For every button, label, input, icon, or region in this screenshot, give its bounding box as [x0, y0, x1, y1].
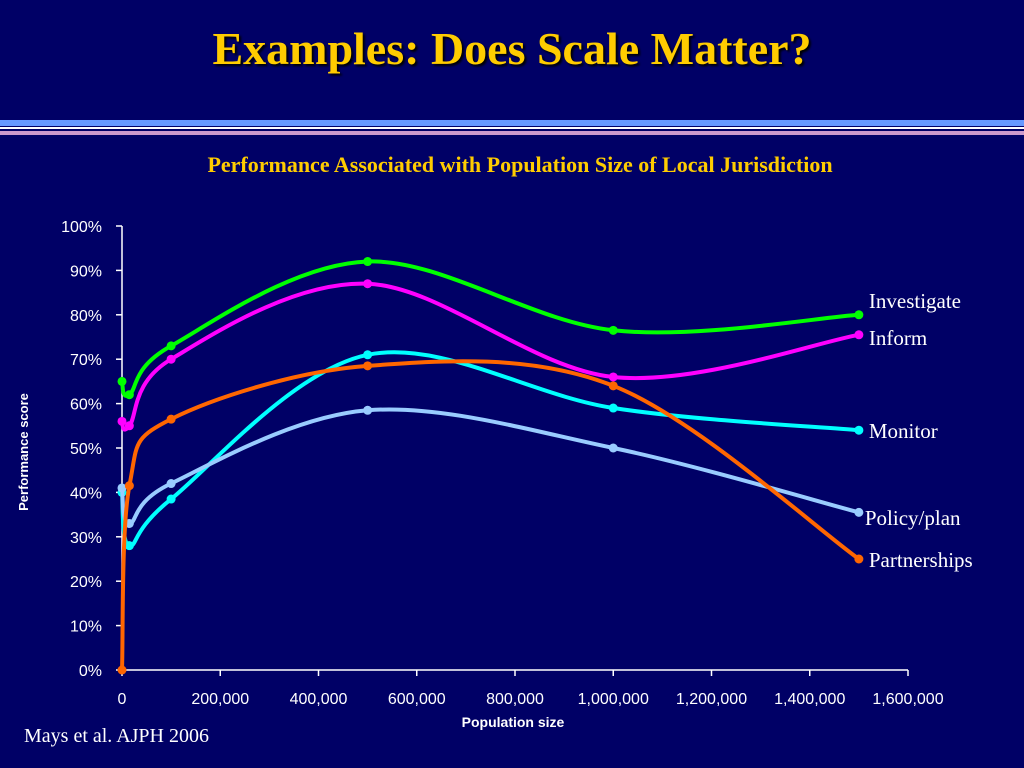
data-point-partnerships [166, 414, 176, 424]
y-tick-label: 50% [70, 441, 102, 458]
x-tick-label: 0 [118, 691, 127, 708]
series-line-policy-plan [120, 407, 861, 526]
x-ticks: 0 200,000 400,000 600,000 800,000 1,000,000 1,… [118, 670, 944, 708]
data-point-investigate [363, 257, 373, 267]
y-tick-label: 10% [70, 619, 102, 636]
series-label-investigate: Investigate [869, 289, 961, 313]
x-tick-label: 600,000 [388, 691, 446, 708]
y-tick-label: 20% [70, 574, 102, 591]
data-point-policy-plan [363, 405, 373, 415]
data-point-partnerships [363, 361, 373, 371]
y-tick-label: 90% [70, 263, 102, 280]
series-investigate: Investigate [117, 257, 961, 400]
data-point-investigate [608, 325, 618, 335]
slide-title: Examples: Does Scale Matter? [212, 23, 812, 74]
y-tick-label: 100% [61, 219, 102, 236]
x-tick-label: 800,000 [486, 691, 544, 708]
series-inform: Inform [117, 279, 927, 432]
series-monitor: Monitor [117, 350, 938, 551]
data-point-monitor [166, 494, 176, 504]
x-axis-label: Population size [462, 714, 565, 730]
data-point-partnerships [608, 381, 618, 391]
series-label-inform: Inform [869, 326, 927, 350]
data-point-inform [854, 330, 864, 340]
data-point-inform [363, 279, 373, 289]
data-point-policy-plan [854, 507, 864, 517]
series-group: Investigate Inform Monitor Policy/plan Partn… [117, 257, 973, 675]
title-rule-pink [0, 131, 1024, 135]
series-line-inform [120, 281, 861, 432]
data-point-inform [608, 372, 618, 382]
y-axis: 0% 10% 20% 30% 40% 50% 60% 70% 80% 90% 100% [61, 219, 123, 680]
y-axis-label: Performance score [16, 393, 31, 511]
series-label-partnerships: Partnerships [869, 548, 973, 572]
x-tick-label: 1,600,000 [872, 691, 943, 708]
data-point-investigate [166, 341, 176, 351]
y-tick-label: 30% [70, 530, 102, 547]
y-ticks: 0% 10% 20% 30% 40% 50% 60% 70% 80% 90% 100% [61, 219, 122, 680]
data-point-policy-plan [166, 479, 176, 489]
title-rule-blue [0, 120, 1024, 126]
data-point-monitor [854, 425, 864, 435]
data-point-monitor [124, 541, 134, 551]
y-tick-label: 40% [70, 485, 102, 502]
series-label-monitor: Monitor [869, 419, 938, 443]
data-point-partnerships [854, 554, 864, 564]
data-point-inform [124, 421, 134, 431]
data-point-partnerships [124, 481, 134, 491]
x-tick-label: 200,000 [191, 691, 249, 708]
x-axis: 0 200,000 400,000 600,000 800,000 1,000,000 1,… [118, 669, 944, 708]
series-line-monitor [120, 350, 861, 548]
x-tick-label: 1,000,000 [578, 691, 649, 708]
y-tick-label: 80% [70, 308, 102, 325]
x-tick-label: 1,400,000 [774, 691, 845, 708]
data-point-monitor [363, 350, 373, 360]
data-point-policy-plan [117, 483, 127, 493]
data-point-inform [117, 416, 127, 426]
x-tick-label: 400,000 [290, 691, 348, 708]
title-rule-white [0, 127, 1024, 129]
data-point-investigate [117, 376, 127, 386]
data-point-investigate [854, 310, 864, 320]
x-tick-label: 1,200,000 [676, 691, 747, 708]
data-point-monitor [608, 403, 618, 413]
data-point-inform [166, 354, 176, 364]
series-label-policy-plan: Policy/plan [865, 506, 961, 530]
chart-title: Performance Associated with Population S… [207, 152, 833, 177]
data-point-policy-plan [608, 443, 618, 453]
citation: Mays et al. AJPH 2006 [24, 725, 209, 747]
y-tick-label: 60% [70, 397, 102, 414]
data-point-partnerships [117, 665, 127, 675]
series-partnerships: Partnerships [117, 359, 973, 675]
y-tick-label: 0% [79, 663, 102, 680]
series-line-partnerships [120, 359, 861, 672]
y-tick-label: 70% [70, 352, 102, 369]
series-policy-plan: Policy/plan [117, 405, 961, 530]
data-point-investigate [124, 390, 134, 400]
